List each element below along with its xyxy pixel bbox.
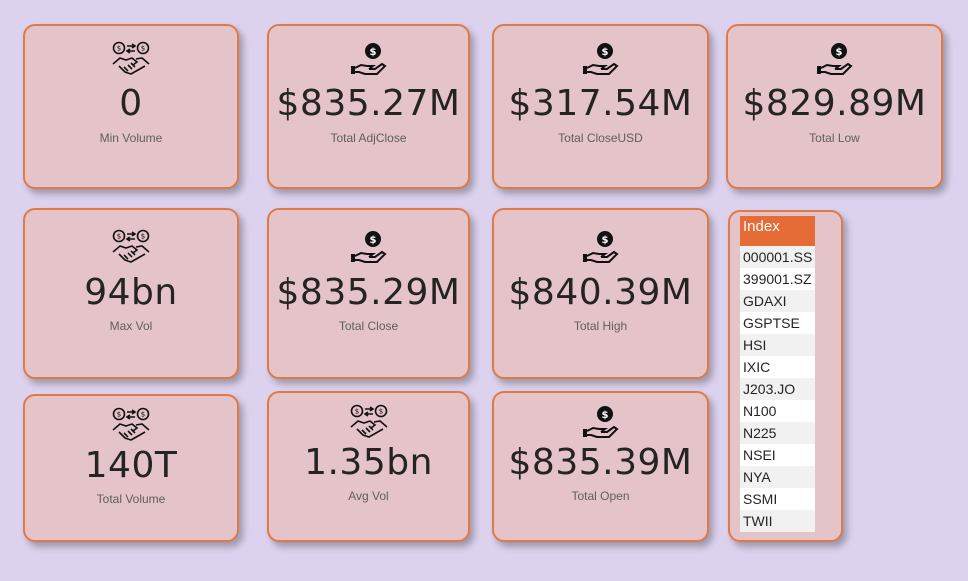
slicer-item[interactable]: N225 — [740, 422, 815, 444]
kpi-label: Total AdjClose — [330, 131, 407, 145]
svg-text:$: $ — [601, 235, 608, 246]
kpi-value: $840.39M — [508, 272, 693, 313]
card-total-high[interactable]: $ $840.39M Total High — [492, 208, 709, 379]
hand-coin-icon: $ — [581, 40, 621, 80]
slicer-item[interactable]: NYA — [740, 466, 815, 488]
svg-text:$: $ — [835, 47, 842, 58]
svg-text:$: $ — [378, 408, 382, 416]
card-total-closeusd[interactable]: $ $317.54M Total CloseUSD — [492, 24, 709, 189]
svg-text:$: $ — [369, 235, 376, 246]
kpi-label: Total CloseUSD — [558, 131, 643, 145]
handshake-money-icon: $ $ — [111, 40, 151, 80]
card-total-low[interactable]: $ $829.89M Total Low — [726, 24, 943, 189]
svg-text:$: $ — [117, 45, 121, 53]
slicer-list: 000001.SS 399001.SZ GDAXI GSPTSE HSI IXI… — [740, 246, 815, 532]
hand-coin-icon: $ — [815, 40, 855, 80]
handshake-money-icon: $ $ — [349, 403, 389, 443]
svg-text:$: $ — [141, 411, 145, 419]
slicer-header: Index — [740, 216, 815, 246]
kpi-value: $829.89M — [742, 83, 927, 124]
kpi-value: $317.54M — [508, 83, 693, 124]
slicer-item[interactable]: J203.JO — [740, 378, 815, 400]
index-slicer: Index 000001.SS 399001.SZ GDAXI GSPTSE H… — [728, 210, 843, 542]
slicer-item[interactable]: GDAXI — [740, 290, 815, 312]
slicer-item[interactable]: HSI — [740, 334, 815, 356]
card-min-volume[interactable]: $ $ 0 Min Volume — [23, 24, 239, 189]
slicer-item[interactable]: 000001.SS — [740, 246, 815, 268]
svg-text:$: $ — [141, 233, 145, 241]
kpi-value: $835.29M — [276, 272, 461, 313]
svg-text:$: $ — [117, 411, 121, 419]
card-max-vol[interactable]: $ $ 94bn Max Vol — [23, 208, 239, 379]
kpi-value: 1.35bn — [304, 442, 433, 483]
handshake-money-icon: $ $ — [111, 406, 151, 446]
slicer-item[interactable]: 399001.SZ — [740, 268, 815, 290]
hand-coin-icon: $ — [349, 40, 389, 80]
kpi-label: Avg Vol — [348, 489, 389, 503]
slicer-table: Index 000001.SS 399001.SZ GDAXI GSPTSE H… — [740, 216, 815, 532]
kpi-label: Total High — [573, 319, 628, 333]
svg-text:$: $ — [369, 47, 376, 58]
slicer-item[interactable]: IXIC — [740, 356, 815, 378]
card-total-open[interactable]: $ $835.39M Total Open — [492, 391, 709, 542]
slicer-item[interactable]: TWII — [740, 510, 815, 532]
hand-coin-icon: $ — [581, 228, 621, 268]
slicer-item[interactable]: N100 — [740, 400, 815, 422]
svg-text:$: $ — [141, 45, 145, 53]
handshake-money-icon: $ $ — [111, 228, 151, 268]
card-total-adjclose[interactable]: $ $835.27M Total AdjClose — [267, 24, 470, 189]
kpi-label: Total Low — [809, 131, 860, 145]
kpi-label: Max Vol — [109, 319, 153, 333]
kpi-label: Total Close — [338, 319, 399, 333]
svg-text:$: $ — [354, 408, 358, 416]
kpi-label: Total Open — [571, 489, 630, 503]
kpi-label: Min Volume — [99, 131, 163, 145]
hand-coin-icon: $ — [349, 228, 389, 268]
card-avg-vol[interactable]: $ $ 1.35bn Avg Vol — [267, 391, 470, 542]
kpi-value: 140T — [84, 445, 178, 486]
kpi-value: $835.39M — [508, 442, 693, 483]
slicer-item[interactable]: GSPTSE — [740, 312, 815, 334]
card-total-volume[interactable]: $ $ 140T Total Volume — [23, 394, 239, 542]
slicer-item[interactable]: SSMI — [740, 488, 815, 510]
hand-coin-icon: $ — [581, 403, 621, 443]
kpi-value: $835.27M — [276, 83, 461, 124]
kpi-value: 0 — [119, 83, 143, 124]
svg-text:$: $ — [601, 47, 608, 58]
card-total-close[interactable]: $ $835.29M Total Close — [267, 208, 470, 379]
kpi-value: 94bn — [84, 272, 178, 313]
kpi-label: Total Volume — [96, 492, 166, 506]
slicer-item[interactable]: NSEI — [740, 444, 815, 466]
svg-text:$: $ — [117, 233, 121, 241]
svg-text:$: $ — [601, 410, 608, 421]
